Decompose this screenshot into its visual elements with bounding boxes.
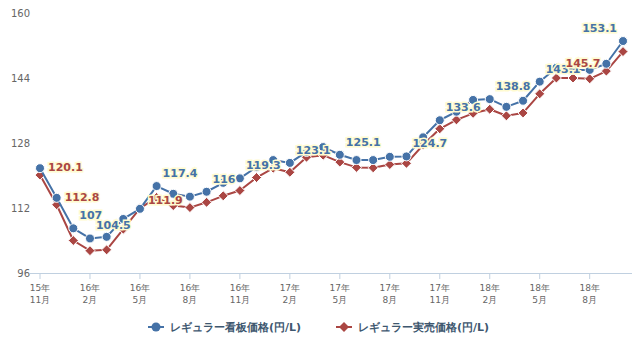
data-label: 116 bbox=[213, 173, 236, 186]
y-axis: 96 112 128 144 160 bbox=[11, 8, 30, 279]
point-marker bbox=[501, 111, 511, 121]
legend-marker bbox=[339, 322, 349, 332]
x-tick-label: 18年5月 bbox=[529, 283, 549, 305]
point-marker bbox=[202, 197, 212, 207]
point-marker bbox=[85, 246, 95, 256]
x-tick bbox=[489, 273, 490, 279]
data-label: 119.3 bbox=[246, 159, 281, 172]
point-marker bbox=[485, 104, 495, 114]
legend-label: レギュラー実売価格(円/L) bbox=[358, 321, 489, 334]
x-tick-label: 16年5月 bbox=[130, 283, 150, 305]
x-tick-label: 16年2月 bbox=[80, 283, 100, 305]
x-tick bbox=[589, 273, 590, 279]
x-tick bbox=[539, 273, 540, 279]
x-tick-label: 17年5月 bbox=[330, 283, 350, 305]
y-tick-label: 128 bbox=[11, 138, 30, 149]
x-tick bbox=[189, 273, 190, 279]
data-label: 111.9 bbox=[148, 194, 183, 207]
point-marker bbox=[535, 89, 545, 99]
point-marker bbox=[335, 150, 344, 159]
point-marker bbox=[369, 156, 378, 165]
point-marker bbox=[185, 192, 194, 201]
point-marker bbox=[502, 102, 511, 111]
point-marker bbox=[619, 37, 628, 46]
x-tick-label: 17年8月 bbox=[380, 283, 400, 305]
x-tick-label: 17年11月 bbox=[430, 283, 450, 305]
x-tick-label: 16年11月 bbox=[230, 283, 250, 305]
point-marker bbox=[152, 182, 161, 191]
point-marker bbox=[585, 74, 595, 84]
point-marker bbox=[518, 108, 528, 118]
legend-marker bbox=[152, 323, 161, 332]
data-label: 124.7 bbox=[412, 137, 447, 150]
point-marker bbox=[68, 236, 78, 246]
point-marker bbox=[185, 203, 195, 213]
point-marker bbox=[385, 152, 394, 161]
data-label: 145.7 bbox=[566, 57, 601, 70]
point-marker bbox=[519, 96, 528, 105]
point-marker bbox=[102, 232, 111, 241]
x-tick-label: 18年2月 bbox=[480, 283, 500, 305]
point-marker bbox=[252, 173, 262, 183]
x-tick-label: 18年8月 bbox=[579, 283, 599, 305]
point-marker bbox=[285, 167, 295, 177]
x-tick bbox=[239, 273, 240, 279]
x-tick-label: 16年8月 bbox=[180, 283, 200, 305]
series-line bbox=[40, 41, 623, 238]
point-marker bbox=[352, 156, 361, 165]
point-marker bbox=[602, 59, 611, 68]
x-tick bbox=[89, 273, 90, 279]
point-marker bbox=[202, 187, 211, 196]
y-tick-label: 112 bbox=[11, 203, 30, 214]
point-marker bbox=[285, 158, 294, 167]
point-marker bbox=[85, 234, 94, 243]
point-marker bbox=[218, 191, 228, 201]
legend-item: レギュラー実売価格(円/L) bbox=[336, 321, 489, 334]
y-tick-label: 160 bbox=[11, 8, 30, 19]
x-tick bbox=[289, 273, 290, 279]
point-marker bbox=[235, 174, 244, 183]
data-labels: 107104.5117.4116119.3123.1125.1124.7133.… bbox=[48, 22, 617, 232]
data-label: 104.5 bbox=[96, 219, 131, 232]
x-axis-line bbox=[30, 273, 632, 274]
point-marker bbox=[485, 95, 494, 104]
point-marker bbox=[135, 204, 144, 213]
x-tick bbox=[439, 273, 440, 279]
x-tick-label: 17年2月 bbox=[280, 283, 300, 305]
data-label: 112.8 bbox=[65, 191, 100, 204]
data-label: 120.1 bbox=[48, 161, 83, 174]
data-label: 153.1 bbox=[582, 22, 617, 35]
y-tick-label: 96 bbox=[17, 268, 30, 279]
point-marker bbox=[52, 193, 61, 202]
plot-area bbox=[35, 37, 628, 256]
y-tick-label: 144 bbox=[11, 73, 30, 84]
x-tick bbox=[389, 273, 390, 279]
x-tick bbox=[139, 273, 140, 279]
point-marker bbox=[435, 124, 445, 134]
point-marker bbox=[435, 116, 444, 125]
chart: 96 112 128 144 160 15年11月 16年2月 16年5月 16年8月 16年11… bbox=[0, 0, 640, 353]
legend-item: レギュラー看板価格(円/L) bbox=[148, 321, 301, 334]
x-tick bbox=[339, 273, 340, 279]
legend-label: レギュラー看板価格(円/L) bbox=[170, 321, 301, 334]
point-marker bbox=[102, 245, 112, 255]
x-tick-label: 15年11月 bbox=[30, 283, 50, 305]
point-marker bbox=[235, 186, 245, 196]
point-marker bbox=[36, 164, 45, 173]
legend: レギュラー看板価格(円/L) レギュラー実売価格(円/L) bbox=[148, 321, 489, 334]
point-marker bbox=[402, 152, 411, 161]
data-label: 117.4 bbox=[163, 167, 198, 180]
point-marker bbox=[535, 77, 544, 86]
point-marker bbox=[618, 47, 628, 57]
data-label: 125.1 bbox=[346, 136, 381, 149]
data-label: 138.8 bbox=[496, 80, 531, 93]
x-axis: 15年11月 16年2月 16年5月 16年8月 16年11月 17年2月 17年5月 17年… bbox=[30, 273, 632, 305]
x-tick bbox=[40, 273, 41, 279]
data-label: 133.6 bbox=[446, 101, 481, 114]
data-label: 123.1 bbox=[296, 144, 331, 157]
point-marker bbox=[69, 224, 78, 233]
